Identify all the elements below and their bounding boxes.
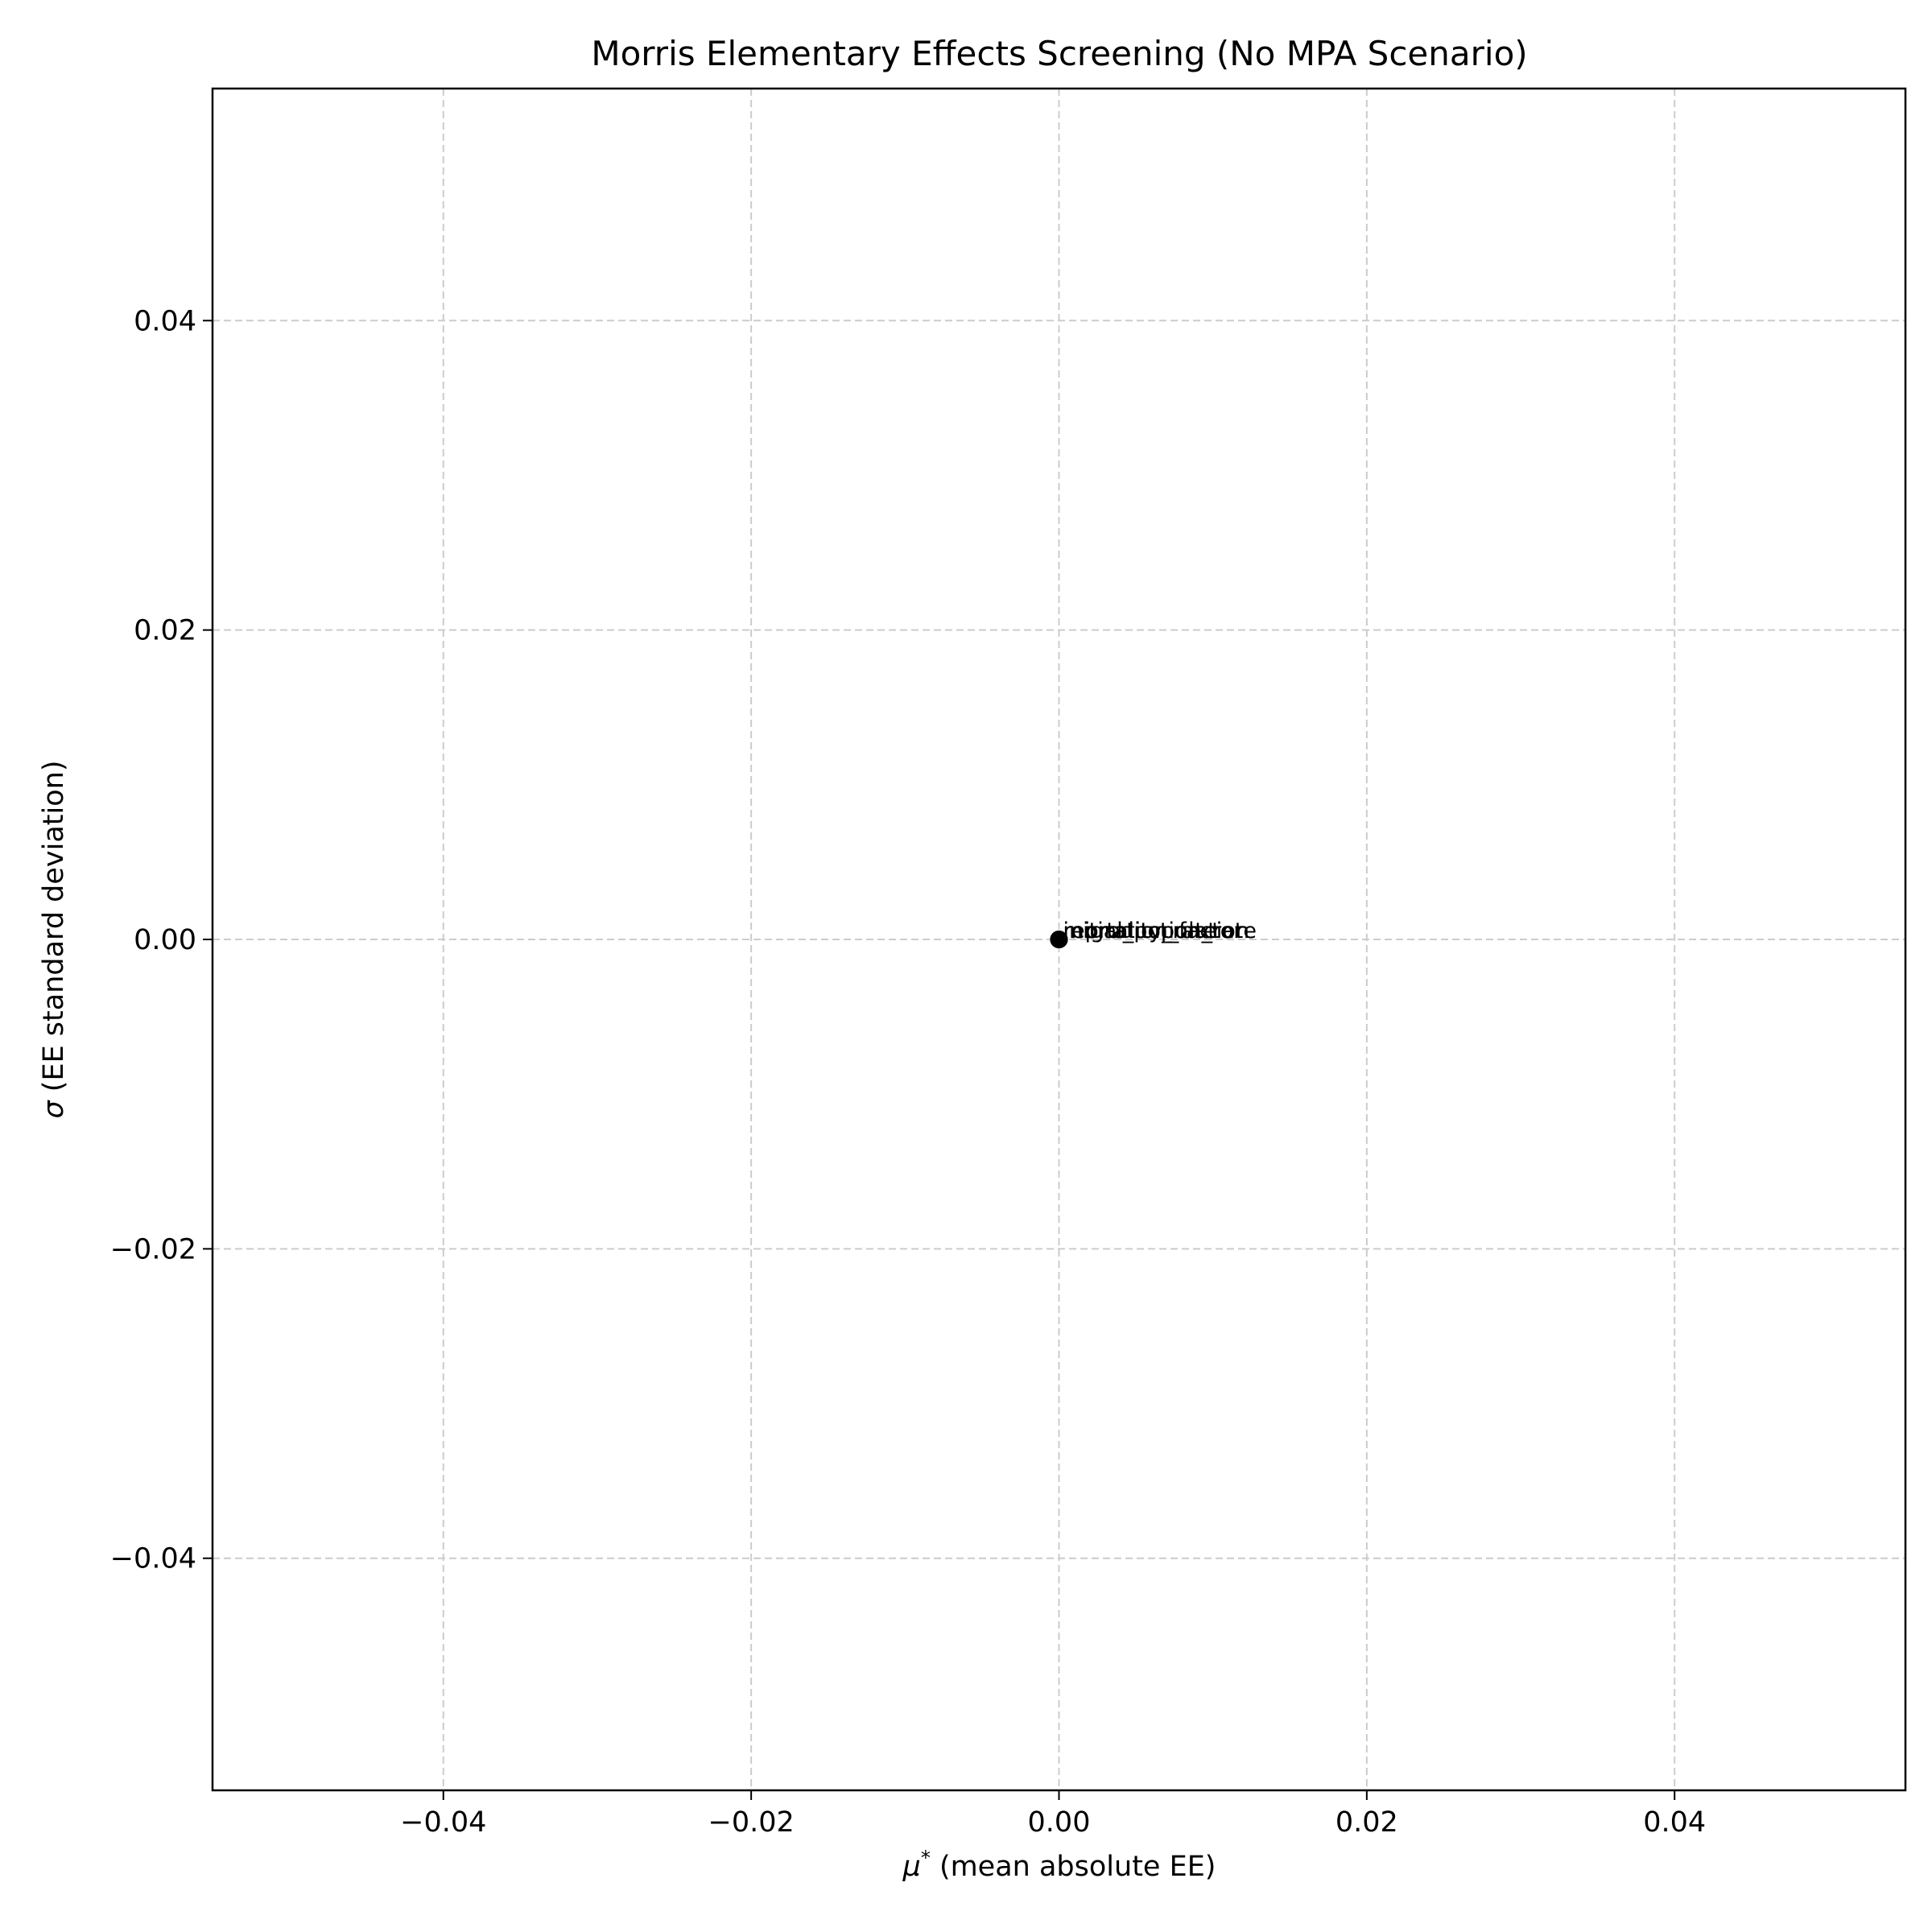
x-tick-label-2: 0.00 bbox=[1028, 1806, 1091, 1839]
point-label-2: initial_population bbox=[1063, 919, 1249, 943]
axis-ticks: −0.04 −0.02 0.00 0.02 0.04 −0.04 −0.02 0.00 0.02… bbox=[110, 305, 1706, 1839]
x-tick-label-1: −0.02 bbox=[708, 1806, 795, 1839]
x-tick-label-0: −0.04 bbox=[400, 1806, 486, 1839]
x-axis-label: μ* (mean absolute EE) bbox=[902, 1847, 1216, 1883]
x-axis-label-symbol: μ bbox=[902, 1851, 921, 1883]
x-axis-label-sup: * bbox=[921, 1847, 931, 1869]
point-label-1: mortality_rate bbox=[1063, 919, 1217, 943]
y-axis-label-symbol: σ bbox=[38, 1100, 70, 1119]
chart-title: Morris Elementary Effects Screening (No … bbox=[591, 34, 1527, 73]
x-axis-label-text: (mean absolute EE) bbox=[931, 1851, 1216, 1883]
scatter-point-3 bbox=[1050, 931, 1068, 948]
y-axis-label-text: (EE standard deviation) bbox=[38, 760, 70, 1100]
y-tick-label-1: −0.02 bbox=[110, 1233, 196, 1265]
y-tick-label-3: 0.02 bbox=[134, 615, 196, 647]
y-tick-label-4: 0.04 bbox=[134, 305, 196, 337]
x-tick-label-3: 0.02 bbox=[1335, 1806, 1398, 1839]
x-tick-label-4: 0.04 bbox=[1643, 1806, 1706, 1839]
y-tick-label-0: −0.04 bbox=[110, 1543, 196, 1575]
grid-lines bbox=[213, 89, 1905, 1790]
point-label-3: migration_factor bbox=[1063, 919, 1244, 943]
y-tick-label-2: 0.00 bbox=[134, 924, 196, 956]
data-points: reproduction_ratemortality_rateinitial_p… bbox=[1050, 919, 1257, 948]
y-axis-label: σ (EE standard deviation) bbox=[38, 760, 70, 1118]
point-label-0: reproduction_rate bbox=[1063, 919, 1257, 943]
